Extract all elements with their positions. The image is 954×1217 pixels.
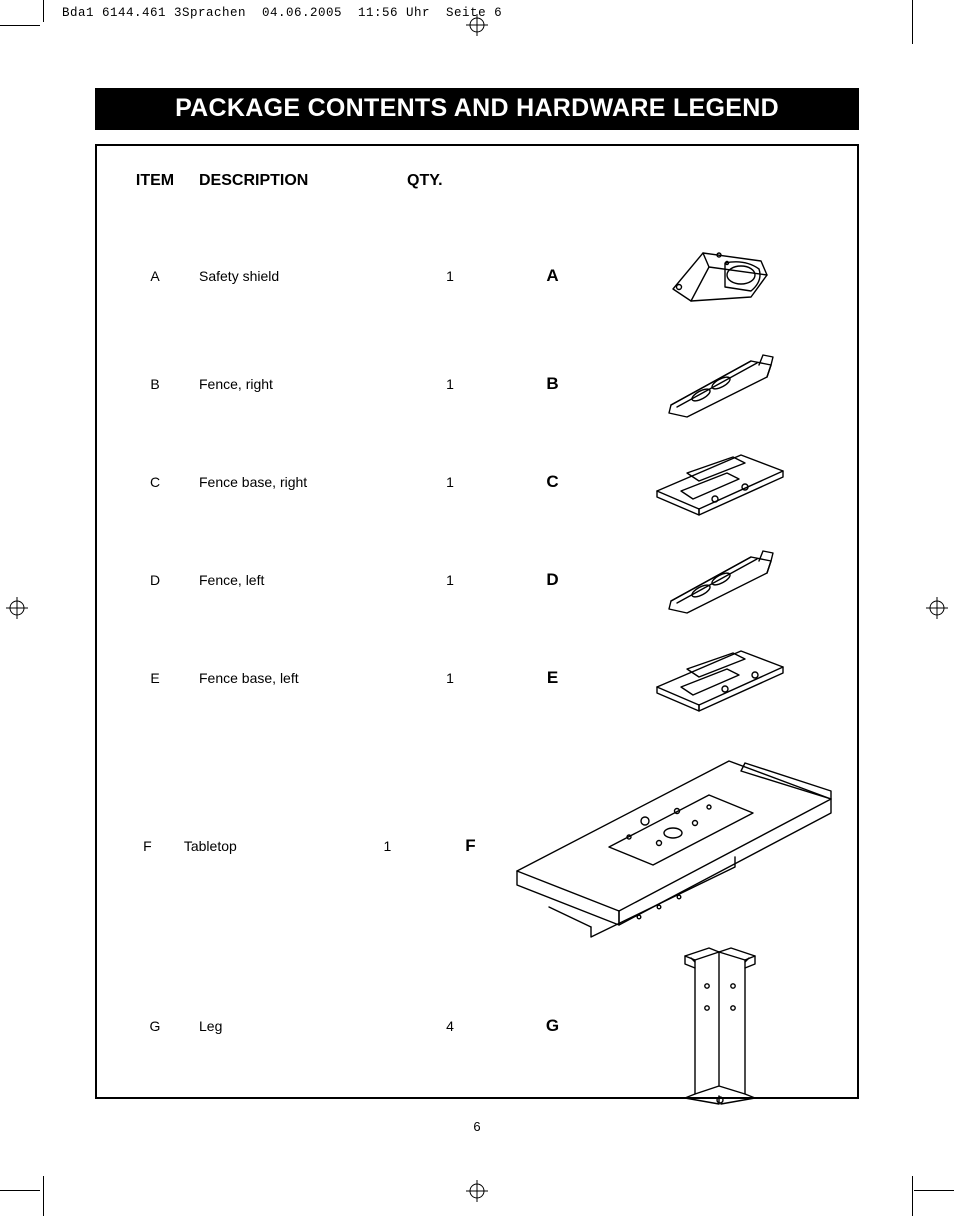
fence-base-right-icon: [645, 447, 795, 517]
cell-item: A: [115, 268, 195, 284]
table-row: B Fence, right 1 B: [115, 344, 839, 424]
cell-letter: C: [505, 472, 600, 492]
page-title-bar: PACKAGE CONTENTS AND HARDWARE LEGEND: [95, 88, 859, 130]
cell-illustration: [600, 241, 839, 311]
cell-illustration: [600, 349, 839, 419]
table-row: E Fence base, left 1 E: [115, 638, 839, 718]
registration-mark: [926, 597, 948, 619]
parts-box: ITEM DESCRIPTION QTY. A Safety shield 1 …: [95, 144, 859, 1099]
cell-desc: Fence base, left: [195, 670, 395, 686]
crop-mark: [0, 1190, 40, 1191]
cell-qty: 4: [395, 1018, 505, 1034]
page-title: PACKAGE CONTENTS AND HARDWARE LEGEND: [175, 94, 779, 122]
table-row: D Fence, left 1 D: [115, 540, 839, 620]
table-row: G Leg 4 G: [115, 946, 839, 1106]
cell-letter: D: [505, 570, 600, 590]
cell-desc: Fence base, right: [195, 474, 395, 490]
cell-item: F: [115, 838, 180, 854]
cell-illustration: [600, 946, 839, 1106]
table-row: C Fence base, right 1 C: [115, 442, 839, 522]
registration-mark: [466, 1180, 488, 1202]
cell-letter: B: [505, 374, 600, 394]
crop-mark: [43, 0, 44, 22]
cell-desc: Tabletop: [180, 838, 343, 854]
cell-illustration: [600, 447, 839, 517]
fence-base-left-icon: [645, 643, 795, 713]
cell-item: G: [115, 1018, 195, 1034]
crop-mark: [912, 1176, 913, 1216]
cell-qty: 1: [395, 268, 505, 284]
cell-letter: E: [505, 668, 600, 688]
cell-letter: F: [432, 836, 509, 856]
cell-letter: G: [505, 1016, 600, 1036]
fence-right-icon: [655, 349, 785, 419]
cell-illustration: [600, 545, 839, 615]
cell-desc: Fence, right: [195, 376, 395, 392]
cell-item: B: [115, 376, 195, 392]
page-number: 6: [0, 1119, 954, 1134]
header-spacer: [505, 172, 600, 190]
cell-desc: Fence, left: [195, 572, 395, 588]
table-header: ITEM DESCRIPTION QTY.: [115, 172, 839, 190]
cell-item: D: [115, 572, 195, 588]
cell-item: C: [115, 474, 195, 490]
leg-icon: [675, 946, 765, 1106]
crop-mark: [912, 0, 913, 44]
content-area: PACKAGE CONTENTS AND HARDWARE LEGEND ITE…: [95, 88, 859, 1099]
cell-qty: 1: [343, 838, 432, 854]
cell-desc: Safety shield: [195, 268, 395, 284]
cell-desc: Leg: [195, 1018, 395, 1034]
cell-qty: 1: [395, 474, 505, 490]
tabletop-icon: [509, 751, 839, 941]
registration-mark: [466, 14, 488, 36]
table-row: A Safety shield 1 A: [115, 236, 839, 316]
crop-mark: [914, 1190, 954, 1191]
page: Bda1 6144.461 3Sprachen 04.06.2005 11:56…: [0, 0, 954, 1217]
header-qty: QTY.: [395, 172, 505, 190]
cell-illustration: [509, 751, 839, 941]
cell-qty: 1: [395, 670, 505, 686]
crop-mark: [43, 1176, 44, 1216]
cell-illustration: [600, 643, 839, 713]
table-row: F Tabletop 1 F: [115, 756, 839, 936]
cell-qty: 1: [395, 572, 505, 588]
header-item: ITEM: [115, 172, 195, 190]
crop-mark: [0, 25, 40, 26]
registration-mark: [6, 597, 28, 619]
cell-item: E: [115, 670, 195, 686]
fence-left-icon: [655, 545, 785, 615]
safety-shield-icon: [655, 241, 785, 311]
header-spacer: [600, 172, 839, 190]
cell-qty: 1: [395, 376, 505, 392]
header-description: DESCRIPTION: [195, 172, 395, 190]
cell-letter: A: [505, 266, 600, 286]
slug-line: Bda1 6144.461 3Sprachen 04.06.2005 11:56…: [62, 6, 502, 20]
